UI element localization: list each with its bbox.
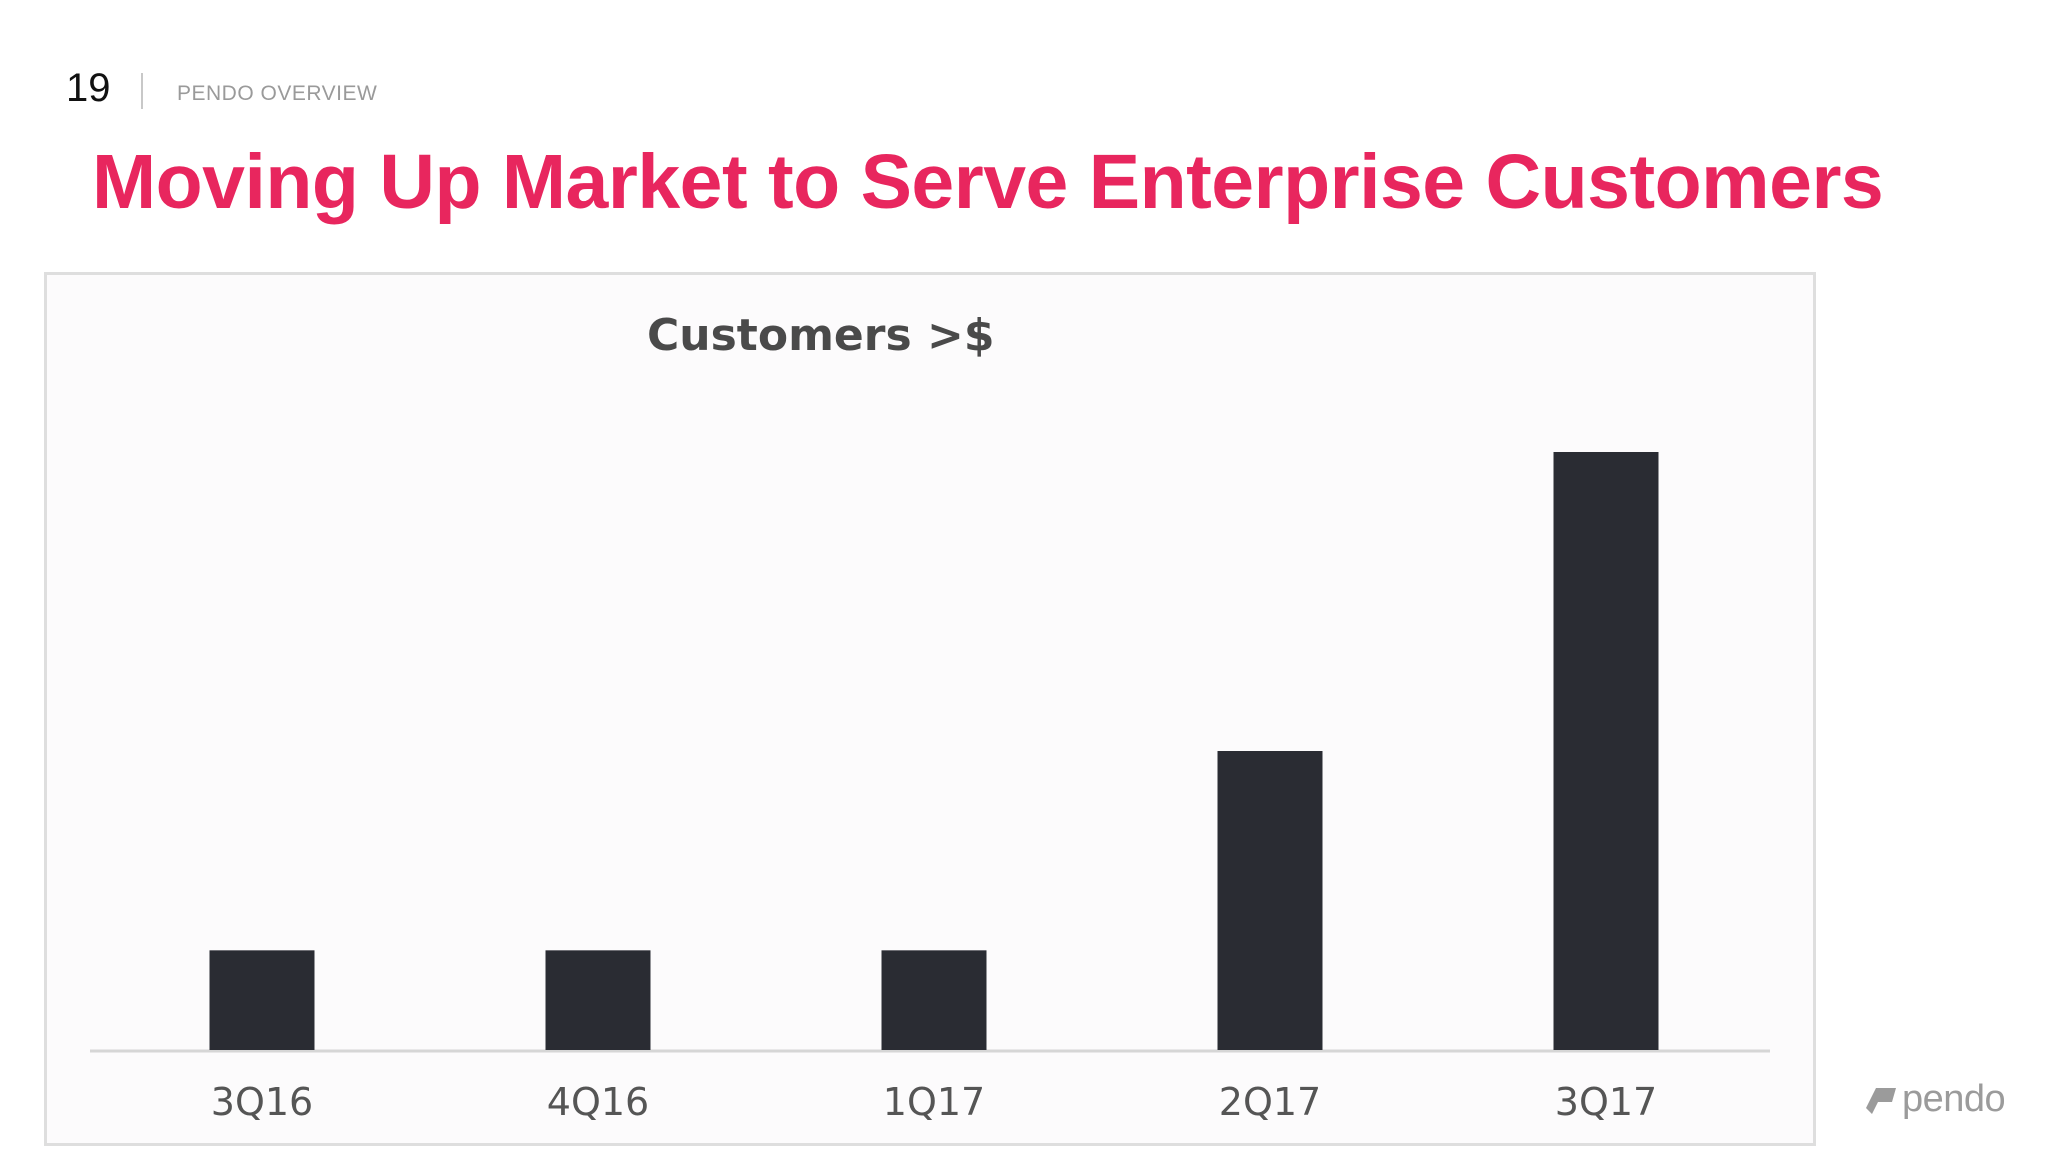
bar-3q16 bbox=[209, 950, 315, 1050]
x-tick-label: 2Q17 bbox=[1219, 1080, 1321, 1124]
header-divider bbox=[141, 73, 143, 109]
x-tick-label: 4Q16 bbox=[547, 1080, 649, 1124]
page-title: Moving Up Market to Serve Enterprise Cus… bbox=[92, 139, 1884, 225]
bar-chart: Customers >$ 3Q16 4Q16 1Q17 2Q17 3Q17 bbox=[90, 310, 1770, 1124]
x-tick-label: 1Q17 bbox=[883, 1080, 985, 1124]
x-tick-label: 3Q17 bbox=[1555, 1080, 1657, 1124]
bar-1q17 bbox=[881, 950, 987, 1050]
chart-frame: Customers >$ 3Q16 4Q16 1Q17 2Q17 3Q17 bbox=[44, 272, 1816, 1146]
logo-text: pendo bbox=[1902, 1077, 2006, 1120]
pendo-logo-icon bbox=[1866, 1088, 1896, 1114]
section-label: PENDO OVERVIEW bbox=[177, 82, 378, 105]
x-tick-label: 3Q16 bbox=[211, 1080, 313, 1124]
bar-2q17 bbox=[1217, 751, 1323, 1050]
bar-3q17 bbox=[1553, 452, 1659, 1050]
bar-4q16 bbox=[545, 950, 651, 1050]
chart-title: Customers >$ bbox=[647, 310, 994, 361]
pendo-logo: pendo bbox=[1862, 1077, 2006, 1120]
slide-number: 19 bbox=[66, 66, 111, 110]
